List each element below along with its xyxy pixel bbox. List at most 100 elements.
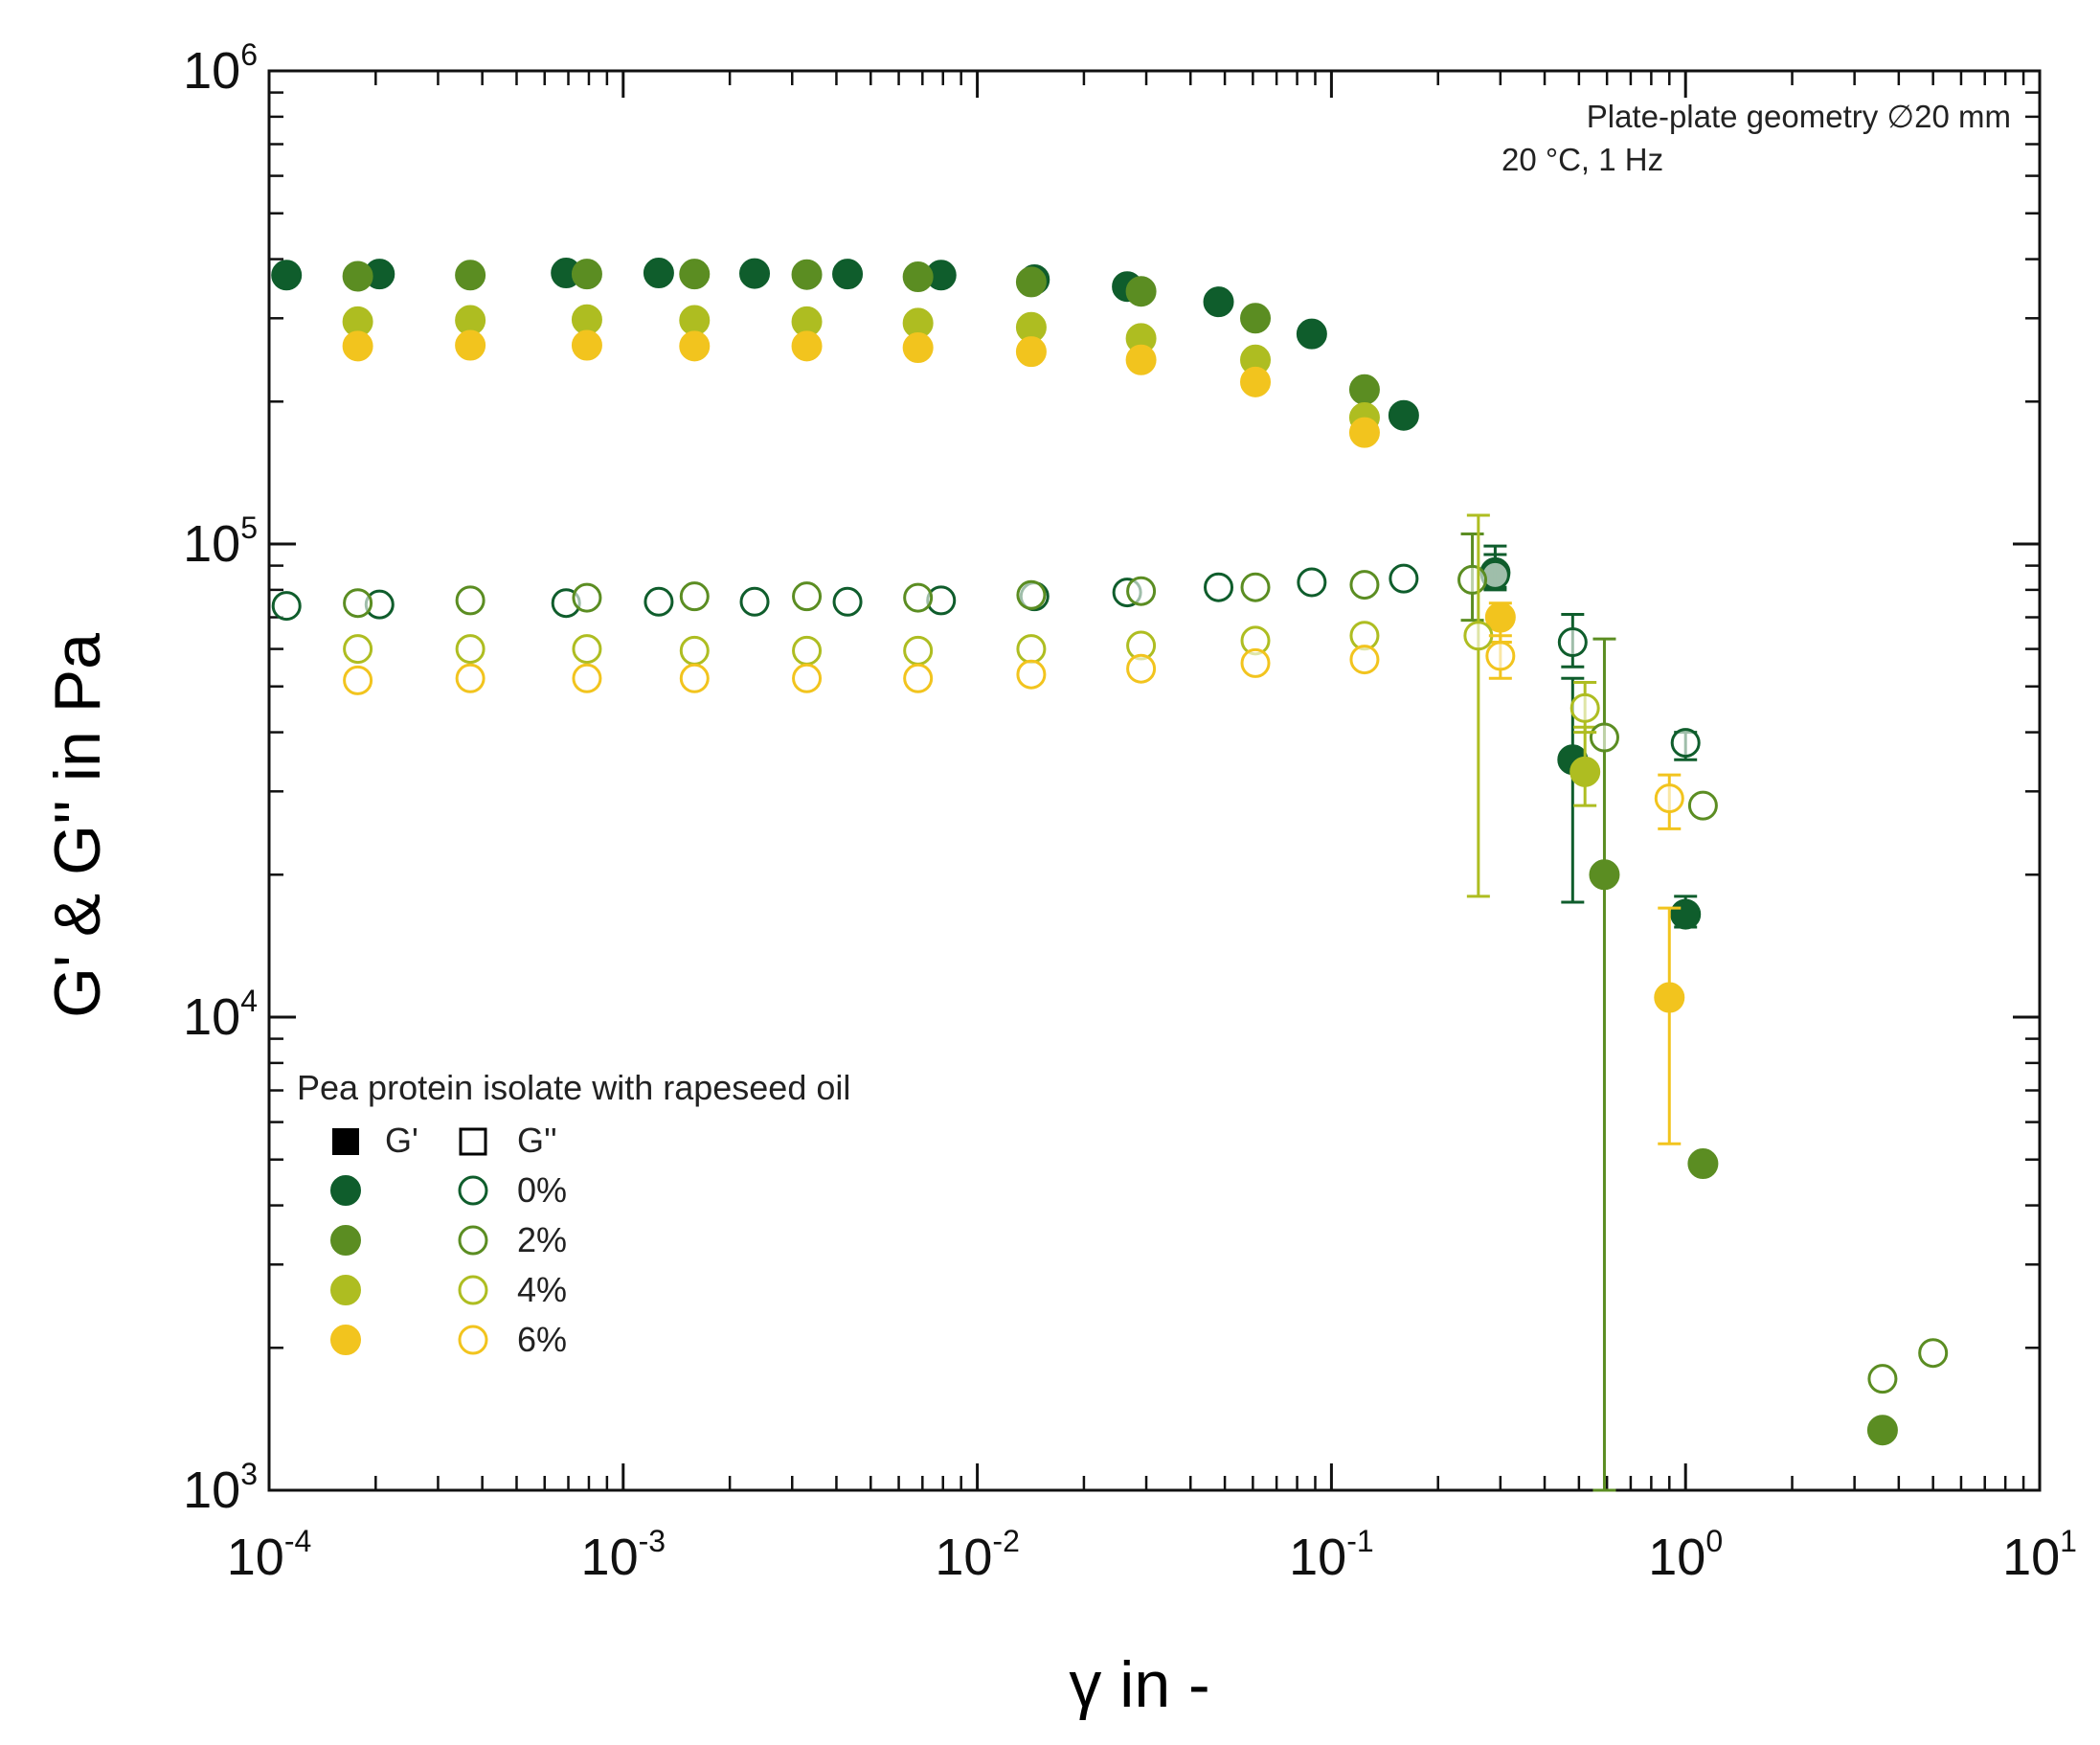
data-point-open [832, 586, 863, 617]
data-point-open [1240, 647, 1271, 678]
legend-entry-label: 6% [517, 1320, 567, 1359]
series-4-g- [343, 513, 1600, 898]
legend-entry-label: 4% [517, 1270, 567, 1309]
series-2-g- [342, 259, 1898, 1492]
axes: 10-4 10-3 10-2 10-1 100 101 103 104 105 106 [183, 37, 2077, 1586]
data-point-filled [342, 261, 373, 292]
x-tick-label: 10-2 [935, 1524, 1020, 1586]
data-point-filled [739, 258, 771, 289]
data-point-open [1204, 572, 1234, 602]
data-point-filled [1125, 344, 1157, 375]
data-point-filled [1687, 1148, 1719, 1180]
data-point-filled [1348, 374, 1380, 405]
data-point-open [572, 582, 602, 613]
data-point-filled [455, 329, 486, 361]
data-point-filled [1125, 276, 1157, 307]
data-point-filled [571, 259, 602, 290]
data-point-filled [1569, 756, 1601, 787]
data-point-open [572, 663, 602, 693]
data-point-filled [1484, 601, 1516, 633]
conditions-note: 20 °C, 1 Hz [1502, 142, 1663, 177]
data-point-filled [832, 259, 864, 290]
y-tick-label: 106 [183, 37, 258, 100]
data-point-open [1687, 790, 1718, 821]
data-point-open [1654, 783, 1684, 814]
geometry-note: Plate-plate geometry ∅20 mm [1587, 99, 2011, 134]
legend-open-marker [458, 1325, 488, 1355]
data-point-open [1918, 1338, 1949, 1369]
plot-frame [267, 69, 2042, 1492]
series-2-g- [343, 533, 1949, 1394]
y-axis-title: G' & G'' in Pa [41, 633, 114, 1018]
data-point-open [1557, 627, 1588, 658]
data-point-open [644, 586, 674, 617]
data-point-filled [1388, 399, 1419, 431]
data-point-open [1349, 570, 1380, 601]
data-point-filled [1866, 1415, 1898, 1446]
data-point-open [343, 588, 373, 619]
data-point-open [1016, 579, 1047, 610]
x-tick-label: 10-1 [1289, 1524, 1374, 1586]
legend-filled-marker [330, 1175, 361, 1206]
data-point-filled [679, 305, 711, 336]
data-point-open [679, 635, 710, 666]
legend: Pea protein isolate with rapeseed oil G'… [297, 1068, 850, 1359]
legend-open-square-marker [459, 1127, 487, 1156]
data-point-open [792, 663, 823, 693]
legend-entry-label: 2% [517, 1220, 567, 1259]
legend-title: Pea protein isolate with rapeseed oil [297, 1068, 850, 1107]
data-point-filled [902, 332, 934, 364]
data-point-filled [679, 259, 711, 290]
data-point-open [1389, 563, 1419, 594]
legend-filled-marker [330, 1225, 361, 1256]
data-point-open [455, 663, 485, 693]
data-point-open [1485, 641, 1516, 671]
legend-open-marker [458, 1275, 488, 1305]
data-point-filled [1015, 336, 1047, 368]
y-tick-label: 105 [183, 510, 258, 573]
x-tick-label: 100 [1648, 1524, 1723, 1586]
x-tick-label: 10-4 [227, 1524, 312, 1586]
data-point-open [903, 635, 934, 666]
data-point-filled [679, 330, 711, 362]
data-point-filled [1670, 898, 1702, 930]
data-point-filled [902, 261, 934, 293]
annotations: Plate-plate geometry ∅20 mm 20 °C, 1 Hz [1502, 99, 2011, 177]
data-point-open [1016, 659, 1047, 690]
legend-filled-marker [330, 1275, 361, 1305]
data-point-filled [1015, 266, 1047, 298]
data-point-filled [791, 330, 823, 362]
data-point-open [1457, 564, 1488, 595]
data-point-filled [342, 330, 373, 362]
series-4-g- [342, 304, 1601, 807]
data-point-open [1297, 567, 1327, 598]
data-point-filled [271, 260, 303, 291]
legend-open-marker [458, 1225, 488, 1256]
x-tick-label: 10-3 [581, 1524, 666, 1586]
data-point-open [1867, 1364, 1898, 1394]
data-point-open [455, 634, 485, 665]
data-point-open [1463, 621, 1494, 651]
data-point-open [1126, 576, 1157, 606]
legend-filled-marker [330, 1325, 361, 1355]
data-point-open [679, 663, 710, 693]
data-point-open [455, 585, 485, 616]
data-point-filled [1240, 303, 1272, 334]
data-point-filled [1348, 417, 1380, 448]
data-point-open [271, 591, 302, 622]
legend-open-marker [458, 1175, 488, 1206]
data-point-filled [1589, 859, 1620, 891]
legend-header-open-label: G'' [517, 1121, 557, 1160]
data-point-filled [455, 260, 486, 291]
data-point-open [1569, 692, 1600, 723]
legend-filled-square-marker [332, 1128, 359, 1155]
data-point-open [572, 634, 602, 665]
series-6-g- [343, 634, 1684, 830]
data-point-open [343, 665, 373, 695]
data-point-open [1016, 634, 1047, 665]
data-point-filled [1296, 318, 1327, 350]
data-point-filled [571, 304, 602, 335]
data-point-filled [1240, 366, 1272, 397]
legend-header-filled-label: G' [385, 1121, 418, 1160]
